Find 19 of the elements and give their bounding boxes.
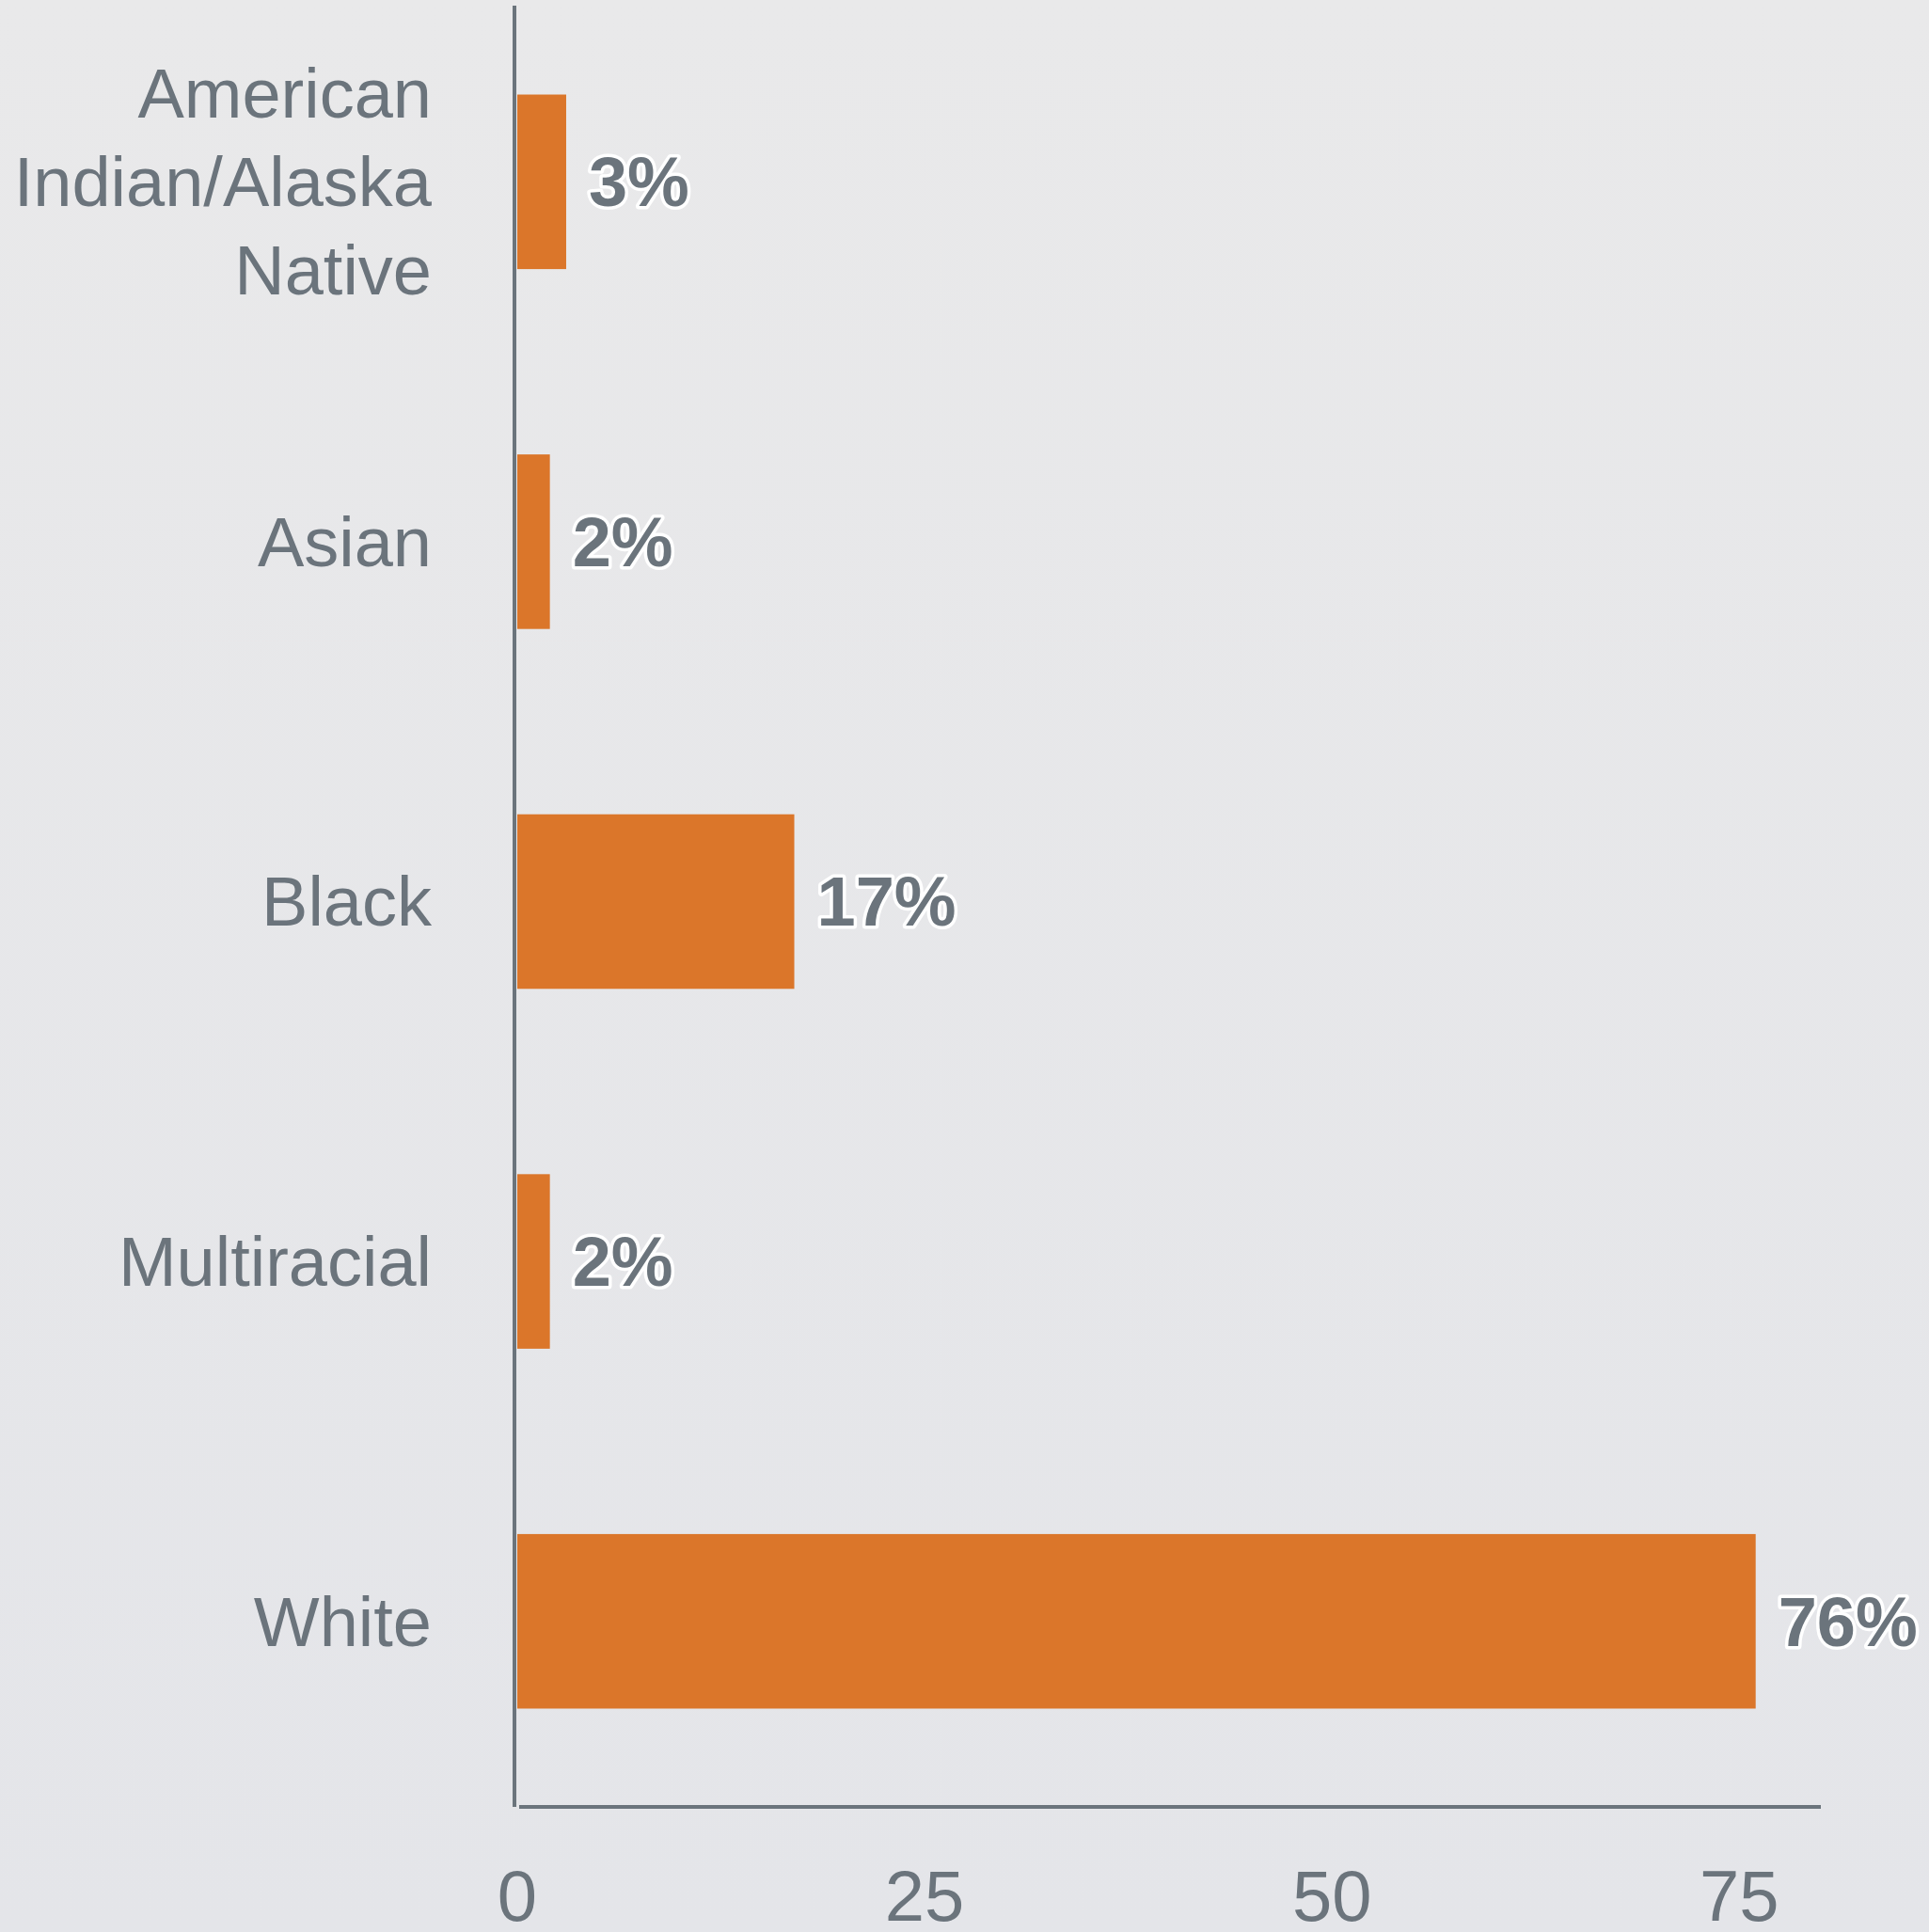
y-tick-label: American Indian/Alaska Native	[13, 55, 433, 310]
x-tick-label: 0	[497, 1856, 538, 1932]
x-tick-label: 75	[1700, 1856, 1779, 1932]
bar	[517, 1174, 550, 1349]
data-label: 2%	[572, 502, 673, 581]
bar	[517, 814, 795, 990]
bar	[517, 1533, 1756, 1709]
bar	[517, 454, 550, 629]
y-tick-label: Asian	[257, 502, 432, 581]
x-tick-label: 50	[1291, 1856, 1372, 1932]
data-label: 2%	[572, 1223, 673, 1301]
y-tick-label: Black	[261, 863, 433, 942]
y-tick-label: Multiracial	[118, 1223, 432, 1301]
data-label: 3%	[588, 143, 689, 222]
bar	[517, 94, 566, 270]
data-label: 76%	[1778, 1582, 1918, 1661]
x-tick-label: 25	[884, 1856, 965, 1932]
y-tick-label: White	[253, 1582, 432, 1661]
data-label: 17%	[816, 863, 957, 942]
